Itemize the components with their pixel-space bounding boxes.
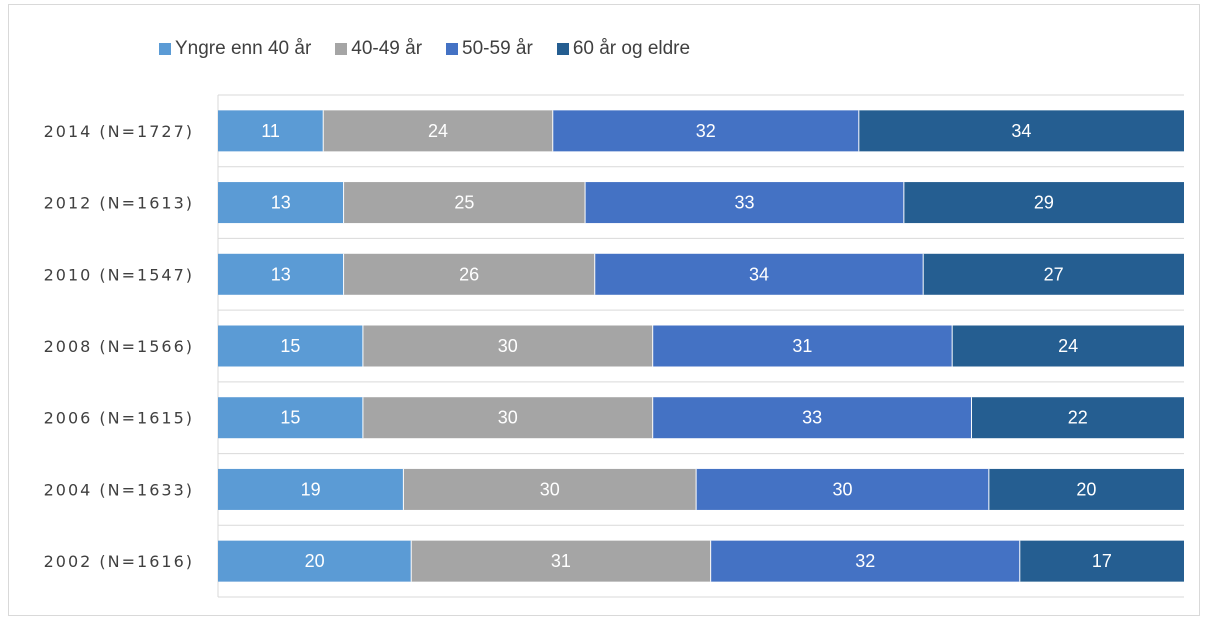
legend-swatch xyxy=(446,43,459,55)
bar-segment xyxy=(218,540,412,582)
bar-segment xyxy=(952,325,1184,367)
data-label: 24 xyxy=(428,121,448,141)
legend-label: 40-49 år xyxy=(351,38,423,59)
data-label: 33 xyxy=(802,408,822,428)
data-label: 32 xyxy=(855,551,875,571)
data-label: 19 xyxy=(301,479,321,499)
category-label: 2002 (N=1616) xyxy=(44,552,194,571)
legend-swatch xyxy=(335,43,348,55)
data-label: 13 xyxy=(271,193,291,213)
bar-segment xyxy=(652,397,972,439)
data-label: 20 xyxy=(305,551,325,571)
legend-label: Yngre enn 40 år xyxy=(175,38,312,59)
data-label: 29 xyxy=(1034,193,1054,213)
legend-item: 60 år og eldre xyxy=(556,38,691,60)
data-label: 20 xyxy=(1076,479,1096,499)
category-label: 2010 (N=1547) xyxy=(44,265,194,284)
bar-segment xyxy=(323,110,553,152)
bar-segment xyxy=(988,468,1184,510)
data-label: 13 xyxy=(271,264,291,284)
legend-swatch xyxy=(556,43,569,55)
data-label: 30 xyxy=(832,479,852,499)
bar-segment xyxy=(585,182,904,224)
bar-segment xyxy=(411,540,711,582)
bar-segment xyxy=(903,182,1184,224)
bar-segment xyxy=(218,468,404,510)
bar-segment xyxy=(343,253,595,295)
bar-segment xyxy=(362,397,653,439)
data-label: 26 xyxy=(459,264,479,284)
data-label: 15 xyxy=(280,336,300,356)
bar-segment xyxy=(218,325,363,367)
legend-item: 50-59 år xyxy=(446,38,533,60)
legend-swatch xyxy=(159,43,171,55)
data-label: 27 xyxy=(1044,264,1064,284)
category-label: 2006 (N=1615) xyxy=(44,409,194,428)
bar-segment xyxy=(858,110,1184,152)
data-label: 30 xyxy=(498,408,518,428)
bar-segment xyxy=(343,182,586,224)
bar-segment xyxy=(218,110,324,152)
legend-item: Yngre enn 40 år xyxy=(159,38,311,60)
data-label: 22 xyxy=(1068,408,1088,428)
bar-segment xyxy=(923,253,1184,295)
data-label: 17 xyxy=(1092,551,1112,571)
bar-segment xyxy=(710,540,1020,582)
bar-segment xyxy=(696,468,989,510)
bar-segment xyxy=(218,397,363,439)
bar-segment xyxy=(971,397,1184,439)
data-label: 24 xyxy=(1058,336,1078,356)
bar-segment xyxy=(594,253,924,295)
data-label: 34 xyxy=(749,264,769,284)
category-label: 2008 (N=1566) xyxy=(44,337,194,356)
data-label: 15 xyxy=(280,408,300,428)
data-label: 25 xyxy=(454,193,474,213)
data-label: 32 xyxy=(696,121,716,141)
legend: Yngre enn 40 år 40-49 år 50-59 år 60 år og … xyxy=(159,37,690,61)
data-label: 34 xyxy=(1011,121,1031,141)
category-label: 2014 (N=1727) xyxy=(44,122,194,141)
data-label: 11 xyxy=(261,121,280,141)
bar-segment xyxy=(362,325,653,367)
data-label: 31 xyxy=(792,336,812,356)
category-label: 2012 (N=1613) xyxy=(44,194,194,213)
bar-segment xyxy=(552,110,859,152)
data-label: 31 xyxy=(551,551,571,571)
legend-label: 50-59 år xyxy=(462,38,533,59)
bar-segment xyxy=(1019,540,1184,582)
legend-item: 40-49 år xyxy=(335,38,422,60)
bar-segment xyxy=(218,253,344,295)
bar-segment xyxy=(652,325,953,367)
category-label: 2004 (N=1633) xyxy=(44,480,194,499)
data-label: 30 xyxy=(540,479,560,499)
bar-segment xyxy=(403,468,697,510)
bar-segment xyxy=(218,182,344,224)
legend-label: 60 år og eldre xyxy=(572,38,691,59)
data-label: 33 xyxy=(734,193,754,213)
data-label: 30 xyxy=(498,336,518,356)
